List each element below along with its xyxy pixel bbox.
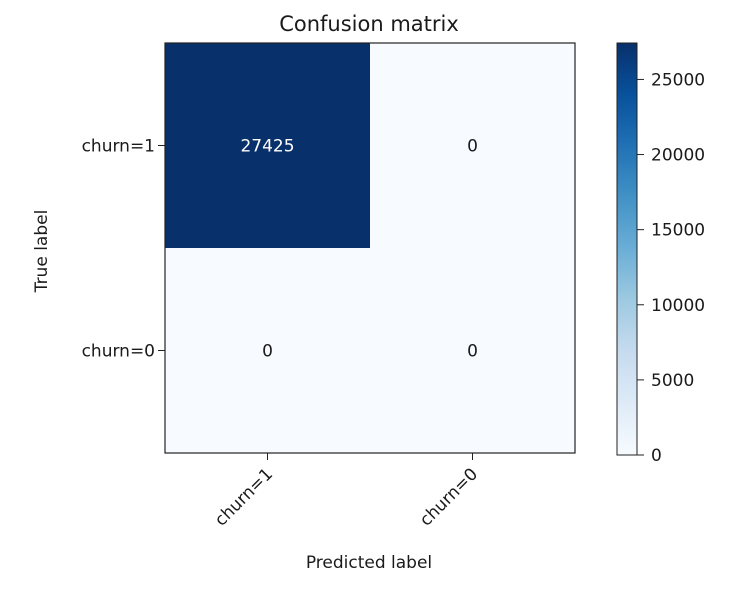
x-axis-label: Predicted label <box>306 553 432 573</box>
cell-value-label: 0 <box>262 342 273 362</box>
chart-title: Confusion matrix <box>279 12 459 36</box>
y-axis-label: True label <box>32 210 52 294</box>
y-tick-label: churn=1 <box>82 137 155 157</box>
matrix-cell <box>370 43 575 248</box>
colorbar-tick-label: 0 <box>651 446 662 466</box>
colorbar-tick-label: 10000 <box>651 296 705 316</box>
y-axis-ticks: churn=1 churn=0 <box>82 137 165 362</box>
colorbar-tick-label: 15000 <box>651 221 705 241</box>
matrix-frame <box>164 42 576 454</box>
cell-value-label: 27425 <box>240 137 294 157</box>
colorbar-ticks: 0 5000 10000 15000 20000 25000 <box>637 70 705 466</box>
cell-value-label: 0 <box>467 137 478 157</box>
cell-value-label: 0 <box>467 342 478 362</box>
colorbar-tick-label: 25000 <box>651 70 705 90</box>
matrix-cell <box>165 248 370 453</box>
matrix-cells <box>165 43 575 453</box>
y-tick-label: churn=0 <box>82 342 155 362</box>
x-tick-label: churn=1 <box>211 464 277 530</box>
x-axis-ticks: churn=1 churn=0 <box>211 453 482 530</box>
matrix-cell <box>370 248 575 453</box>
matrix-cell-labels: 27425 0 0 0 <box>240 137 477 362</box>
matrix-cell <box>165 43 370 248</box>
colorbar-tick-label: 20000 <box>651 146 705 166</box>
x-tick-label: churn=0 <box>416 464 482 530</box>
colorbar-tick-label: 5000 <box>651 371 694 391</box>
colorbar <box>616 42 638 456</box>
